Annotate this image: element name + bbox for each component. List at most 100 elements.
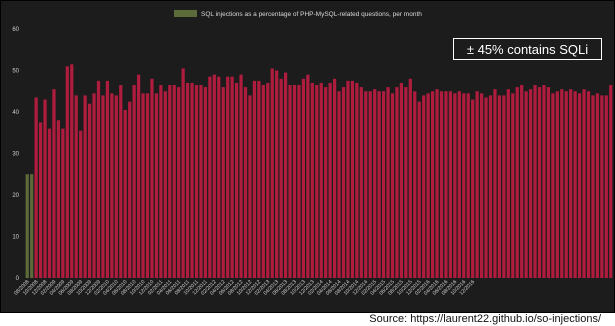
- bar: [533, 85, 537, 278]
- y-tick-label: 60: [12, 27, 19, 33]
- bar: [609, 85, 613, 278]
- y-tick-label: 50: [12, 69, 19, 75]
- bar: [448, 91, 453, 278]
- y-tick-label: 10: [12, 235, 19, 241]
- bar: [128, 101, 132, 279]
- bar: [243, 87, 248, 278]
- bar: [417, 101, 421, 279]
- bar: [381, 91, 386, 278]
- bar: [83, 95, 87, 279]
- bar: [435, 89, 439, 279]
- bar: [221, 87, 225, 278]
- y-tick-label: 20: [12, 193, 19, 199]
- bar: [546, 87, 551, 278]
- bar: [101, 95, 105, 279]
- bar: [444, 91, 448, 278]
- bar: [266, 82, 270, 278]
- bar: [141, 93, 145, 278]
- bars: [25, 64, 613, 279]
- bar: [319, 82, 323, 278]
- bar: [422, 95, 426, 279]
- bar: [283, 72, 288, 278]
- bar: [306, 74, 310, 279]
- bar: [377, 91, 381, 278]
- bar: [279, 78, 283, 278]
- bar: [466, 93, 470, 278]
- annotation-box: ± 45% contains SQLi: [453, 38, 602, 60]
- bar: [257, 80, 261, 279]
- bar: [145, 93, 150, 278]
- bar: [332, 78, 337, 278]
- bar: [301, 78, 306, 278]
- bar: [573, 91, 577, 278]
- y-axis: 0 10 20 30 40 50 60: [12, 27, 19, 282]
- bar: [172, 85, 176, 278]
- bar: [551, 93, 555, 278]
- bar: [591, 95, 595, 279]
- bar-chart: SQL injections as a percentage of PHP-My…: [12, 10, 613, 297]
- bar: [600, 95, 604, 279]
- bar: [350, 80, 355, 279]
- bar: [515, 87, 519, 278]
- bar: [537, 87, 542, 278]
- bar: [34, 97, 38, 278]
- bar: [324, 87, 328, 278]
- bar: [30, 174, 34, 278]
- bar: [110, 93, 114, 278]
- bar: [159, 85, 163, 278]
- bar: [230, 76, 234, 278]
- bar: [564, 91, 568, 278]
- bar: [560, 89, 564, 279]
- bar: [408, 78, 412, 278]
- bar: [168, 85, 172, 278]
- bar: [203, 87, 208, 278]
- bar: [315, 85, 319, 278]
- bar: [154, 93, 159, 278]
- bar: [132, 85, 136, 278]
- bar: [542, 85, 546, 278]
- bar: [105, 80, 110, 279]
- bar: [248, 95, 252, 279]
- bar: [595, 93, 600, 278]
- y-tick-label: 40: [12, 110, 19, 116]
- bar: [368, 91, 372, 278]
- bar: [43, 99, 47, 278]
- bar: [190, 82, 194, 278]
- bar: [150, 78, 154, 278]
- bar: [569, 89, 573, 279]
- x-axis: 08/200810/200812/200802/200904/200906/20…: [13, 279, 476, 297]
- chart-frame: SQL injections as a percentage of PHP-My…: [0, 0, 615, 313]
- bar: [386, 87, 390, 278]
- bar: [462, 93, 466, 278]
- bar: [346, 80, 350, 279]
- bar: [47, 128, 52, 278]
- bar: [430, 91, 435, 278]
- bar: [341, 87, 346, 278]
- bar: [373, 89, 377, 279]
- bar: [426, 93, 430, 278]
- bar: [87, 103, 92, 278]
- bar: [439, 91, 444, 278]
- bar: [123, 109, 127, 278]
- bar: [234, 82, 239, 278]
- bar: [199, 85, 203, 278]
- bar: [38, 122, 43, 279]
- bar: [577, 93, 582, 278]
- bar: [488, 95, 493, 279]
- bar: [471, 99, 475, 278]
- y-tick-label: 30: [12, 152, 19, 158]
- bar: [79, 130, 83, 278]
- bar: [74, 95, 78, 279]
- source-caption: Source: https://laurent22.github.io/so-i…: [369, 313, 601, 325]
- bar: [270, 68, 274, 279]
- bar: [70, 64, 74, 278]
- bar: [555, 91, 559, 278]
- bar: [136, 74, 141, 279]
- bar: [65, 66, 69, 278]
- bar: [337, 91, 341, 278]
- bar: [92, 93, 96, 278]
- bar: [502, 95, 506, 279]
- bar: [310, 82, 314, 278]
- bar: [61, 128, 65, 278]
- bar: [25, 174, 29, 278]
